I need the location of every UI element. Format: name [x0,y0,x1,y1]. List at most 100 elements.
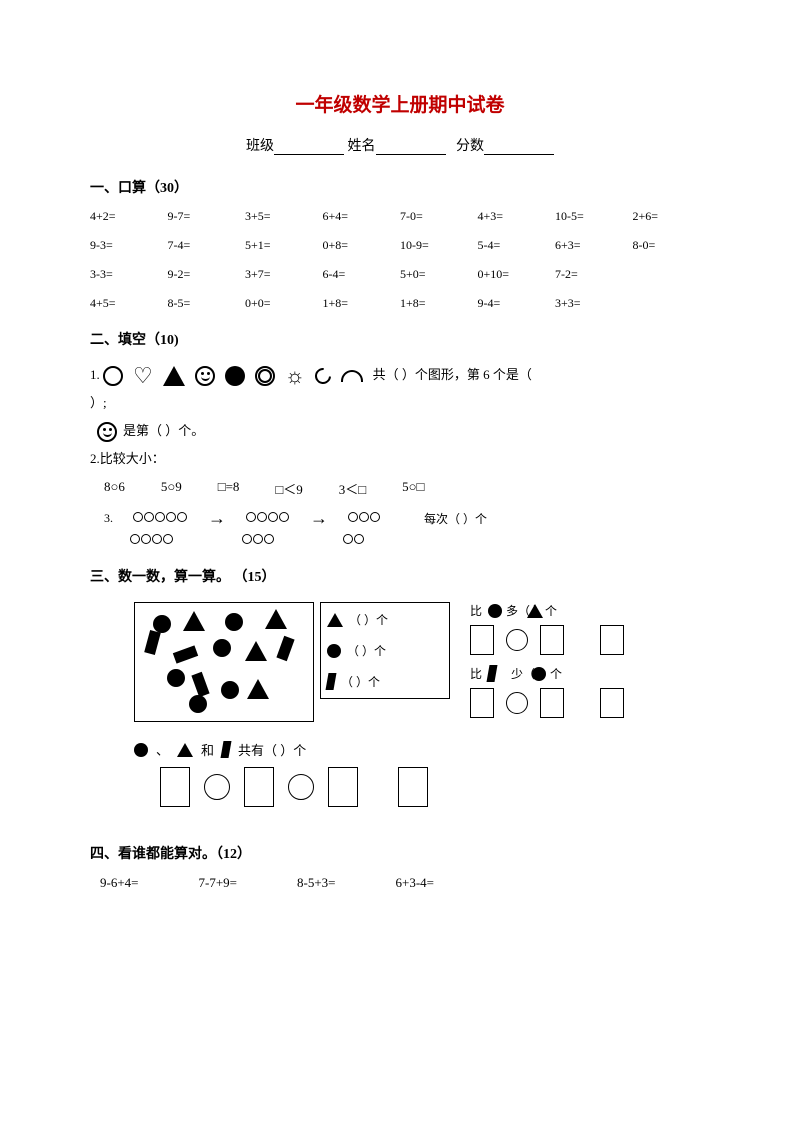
cell: 5-4= [478,238,556,253]
circle-icon [488,604,502,618]
smile-icon [97,422,117,442]
empty-box-icon [470,688,494,718]
cell: 10-5= [555,209,633,224]
rect-icon [221,741,232,758]
expr: 6+3-4= [396,875,435,891]
cell: 5+1= [245,238,323,253]
cell: 4+2= [90,209,168,224]
empty-circle-icon [506,629,528,651]
count-tri-text: （ ）个 [349,611,388,628]
rect-icon [487,665,498,682]
empty-box-icon [600,625,624,655]
q1-line: 1. ♡ ☼ 共（ ）个图形，第 6 个是（ [90,361,710,389]
cell: 4+5= [90,296,168,311]
expr: 8-5+3= [297,875,336,891]
cell: 0+8= [323,238,401,253]
cell: 8-0= [633,238,711,253]
cell: 1+8= [400,296,478,311]
total-line: 、 和 共有（ ）个 [134,740,710,759]
name-label: 姓名 [348,139,376,154]
section4-row: 9-6+4= 7-7+9= 8-5+3= 6+3-4= [100,875,710,891]
arithmetic-grid: 4+2=9-7=3+5=6+4=7-0=4+3=10-5=2+6= 9-3=7-… [90,209,710,311]
cell: 9-7= [168,209,246,224]
cmp-item: 5○9 [161,479,182,498]
compare-block: 比 多（ ）个 比 少（ ）个 [470,602,624,728]
arc-icon [341,370,363,382]
triangle-icon [527,604,543,618]
circles-4-icon [130,533,174,548]
cell: 4+3= [478,209,556,224]
ring-icon [255,366,275,386]
q2-label: 2.比较大小： [90,445,710,473]
cell: 6+3= [555,238,633,253]
triangle-icon [163,366,185,386]
expr: 7-7+9= [199,875,238,891]
cell: 3+7= [245,267,323,282]
section4-heading: 四、看谁都能算对。（12） [90,843,710,863]
less-label: 比 [470,665,482,682]
q3-block: 3. → → 每次（ ）个 [104,508,710,548]
cmp-item: □＜9 [275,479,302,498]
q1-smile-line: 是第（ ）个。 [90,417,710,445]
cell: 6-4= [323,267,401,282]
empty-box-icon [398,767,428,807]
q3-text: 每次（ ）个 [424,510,487,527]
sep: 、 [156,740,169,759]
q3-label: 3. [104,511,113,526]
big-box-row [160,767,710,807]
cell: 0+10= [478,267,556,282]
cell: 9-3= [90,238,168,253]
circle-outline-icon [103,366,123,386]
cell: 3+5= [245,209,323,224]
cell: 1+8= [323,296,401,311]
circles-3-icon [348,511,381,526]
class-label: 班级 [246,139,274,154]
compare-row: 8○6 5○9 □=8 □＜9 3＜□ 5○□ [104,479,710,498]
score-label: 分数 [456,139,484,154]
more-label: 比 [470,602,482,619]
empty-box-icon [160,767,190,807]
cmp-item: □=8 [218,479,240,498]
and-text: 和 [201,740,214,759]
circle-filled-icon [225,366,245,386]
cell: 5+0= [400,267,478,282]
cell: 0+0= [245,296,323,311]
empty-circle-icon [506,692,528,714]
q1-text: 共（ ）个图形，第 6 个是（ [373,367,532,382]
count-list: （ ）个 （ ）个 （ ）个 [320,602,450,699]
cell: 9-4= [478,296,556,311]
cell: 7-4= [168,238,246,253]
circles-4-icon [246,511,290,526]
section2-heading: 二、填空（10) [90,329,710,349]
count-cir-text: （ ）个 [347,642,386,659]
cmp-item: 5○□ [402,479,424,498]
cell: 3+3= [555,296,633,311]
empty-box-icon [470,625,494,655]
circle-icon [327,644,341,658]
empty-box-icon [328,767,358,807]
cell: 7-2= [555,267,633,282]
count-area: （ ）个 （ ）个 （ ）个 比 多（ ）个 比 少（ ）个 [134,602,710,728]
cell: 3-3= [90,267,168,282]
triangle-icon [177,743,193,757]
circle-icon [134,743,148,757]
triangle-icon [327,613,343,627]
section3-heading: 三、数一数，算一算。 （15） [90,566,710,586]
page-title: 一年级数学上册期中试卷 [90,90,710,117]
circle-icon [532,667,546,681]
empty-box-icon [540,688,564,718]
section1-heading: 一、口算（30） [90,177,710,197]
cell [633,267,711,282]
q1-smile-text: 是第（ ）个。 [123,423,204,438]
rect-icon [326,673,337,690]
empty-box-icon [600,688,624,718]
shape-box [134,602,314,722]
expr: 9-6+4= [100,875,139,891]
empty-box-icon [244,767,274,807]
cell: 6+4= [323,209,401,224]
heart-icon: ♡ [133,366,153,386]
cell [633,296,711,311]
cell: 8-5= [168,296,246,311]
total-text: 共有（ ）个 [238,740,306,759]
arrow-icon: → [310,508,328,529]
